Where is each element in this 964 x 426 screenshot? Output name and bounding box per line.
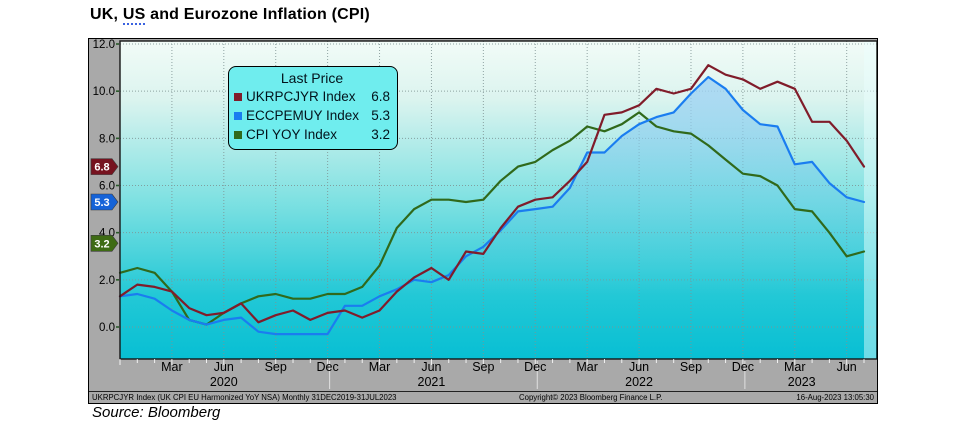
svg-text:6.0: 6.0 <box>99 181 115 193</box>
svg-text:2022: 2022 <box>625 375 653 389</box>
legend-value: 3.2 <box>371 127 390 142</box>
svg-text:Sep: Sep <box>265 360 287 374</box>
source-caption: Source: Bloomberg <box>92 404 221 421</box>
axis-badge-3.2 <box>90 234 119 252</box>
svg-text:Jun: Jun <box>214 360 234 374</box>
svg-text:2023: 2023 <box>788 375 816 389</box>
svg-text:Sep: Sep <box>472 360 494 374</box>
ukrpcjyr-series-marker-icon <box>234 92 242 101</box>
chart-title-part1: UK, <box>90 6 123 23</box>
svg-text:Mar: Mar <box>784 360 806 374</box>
series-line-ukrpcjyr <box>118 64 866 324</box>
svg-text:Jun: Jun <box>837 360 857 374</box>
svg-text:10.0: 10.0 <box>93 86 115 98</box>
svg-text:Mar: Mar <box>576 360 598 374</box>
chart-title-us-spellcheck: US <box>122 6 146 25</box>
svg-text:5.3: 5.3 <box>94 197 109 209</box>
svg-text:12.0: 12.0 <box>93 39 115 51</box>
svg-text:Dec: Dec <box>732 360 754 374</box>
legend-row-ukrpcjyr: UKRPCJYR Index 6.8 <box>234 87 390 106</box>
svg-text:Dec: Dec <box>524 360 546 374</box>
legend-row-cpi-yoy: CPI YOY Index 3.2 <box>234 125 390 144</box>
legend-value: 5.3 <box>371 108 390 123</box>
chart-legend: Last Price UKRPCJYR Index 6.8 ECCPEMUY I… <box>228 66 398 150</box>
eccpemuy-area-fill <box>120 77 864 359</box>
bloomberg-chart-panel: 0.0 2.0 4.0 6.0 8.0 10.0 12.0 6.8 5.3 3.2 Mar Jun Se… <box>88 38 878 404</box>
legend-label: ECCPEMUY Index <box>246 108 360 123</box>
footer-security-info: UKRPCJYR Index (UK CPI EU Harmonized YoY… <box>92 393 397 402</box>
legend-title: Last Price <box>280 70 344 86</box>
chart-title-part3: and Eurozone Inflation (CPI) <box>145 6 370 23</box>
legend-row-eccpemuy: ECCPEMUY Index 5.3 <box>234 106 390 125</box>
svg-text:0.0: 0.0 <box>99 322 115 334</box>
x-axis-ticks <box>119 359 865 365</box>
svg-text:3.2: 3.2 <box>94 238 109 250</box>
series-line-cpi <box>118 111 866 326</box>
legend-label: CPI YOY Index <box>246 127 338 142</box>
svg-text:2021: 2021 <box>418 375 446 389</box>
series-line-eccpemuy <box>118 75 866 336</box>
cpi-yoy-series-marker-icon <box>234 130 242 139</box>
axis-price-badges: 6.8 5.3 3.2 <box>90 158 119 252</box>
svg-text:6.8: 6.8 <box>94 162 109 174</box>
svg-text:Sep: Sep <box>680 360 702 374</box>
footer-bar: UKRPCJYR Index (UK CPI EU Harmonized YoY… <box>92 393 875 402</box>
last-period-strip <box>864 41 876 359</box>
axis-badge-5.3 <box>90 193 119 211</box>
svg-text:Mar: Mar <box>369 360 391 374</box>
svg-text:Mar: Mar <box>161 360 183 374</box>
svg-text:Dec: Dec <box>317 360 339 374</box>
svg-text:2.0: 2.0 <box>99 275 115 287</box>
svg-text:Jun: Jun <box>421 360 441 374</box>
axis-badge-6.8 <box>90 158 119 175</box>
eccpemuy-series-marker-icon <box>234 111 242 120</box>
plot-border <box>119 40 877 360</box>
x-axis-labels: Mar Jun Sep Dec Mar Jun Sep Dec Mar Jun Sep Dec Mar J… <box>161 360 857 389</box>
svg-text:Jun: Jun <box>629 360 649 374</box>
chart-title: UK, US and Eurozone Inflation (CPI) <box>90 6 370 25</box>
footer-timestamp: 16-Aug-2023 13:05:30 <box>796 393 874 402</box>
legend-label: UKRPCJYR Index <box>246 89 356 104</box>
legend-value: 6.8 <box>371 89 390 104</box>
footer-copyright: Copyright© 2023 Bloomberg Finance L.P. <box>519 393 662 402</box>
svg-text:8.0: 8.0 <box>99 133 115 145</box>
svg-text:2020: 2020 <box>210 375 238 389</box>
